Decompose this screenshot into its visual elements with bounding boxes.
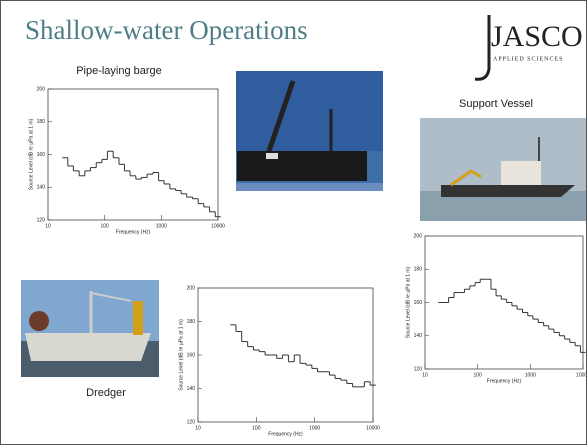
- y-tick-label: 120: [37, 217, 46, 223]
- x-tick-label: 10: [422, 372, 428, 378]
- photo-dredger: [21, 280, 159, 377]
- chart-title: Support Vessel: [459, 98, 533, 110]
- x-tick-label: 1000: [309, 425, 320, 431]
- y-tick-label: 120: [187, 419, 196, 425]
- x-tick-label: 10: [45, 223, 51, 229]
- y-axis-label: Source Level (dB re µPa at 1 m): [28, 118, 34, 190]
- y-tick-label: 160: [37, 152, 46, 158]
- logo: JASCO APPLIED SCIENCES: [474, 15, 583, 81]
- logo-subtext: APPLIED SCIENCES: [493, 56, 564, 62]
- y-tick-label: 140: [37, 185, 46, 191]
- y-tick-label: 140: [187, 386, 196, 392]
- photo-vessel: [420, 118, 586, 221]
- x-tick-label: 100: [100, 223, 109, 229]
- x-tick-label: 10000: [366, 425, 380, 431]
- y-tick-label: 180: [37, 119, 46, 125]
- x-axis-label: Frequency (Hz): [116, 229, 151, 235]
- chart-title: Pipe-laying barge: [76, 65, 162, 77]
- x-tick-label: 1000: [156, 223, 167, 229]
- y-tick-label: 140: [414, 333, 423, 339]
- logo-text: JASCO: [491, 20, 583, 53]
- x-tick-label: 100: [252, 425, 261, 431]
- y-tick-label: 180: [187, 319, 196, 325]
- x-axis-label: Frequency (Hz): [268, 431, 303, 437]
- x-tick-label: 100: [473, 372, 482, 378]
- y-axis-label: Source Level (dB re µPa at 1 m): [178, 319, 184, 391]
- y-tick-label: 200: [187, 285, 196, 291]
- y-tick-label: 200: [37, 86, 46, 92]
- y-tick-label: 120: [414, 366, 423, 372]
- slide-title: Shallow-water Operations: [25, 15, 308, 45]
- x-tick-label: 10000: [211, 223, 225, 229]
- chart-title: Dredger: [86, 387, 126, 399]
- x-tick-label: 10000: [576, 372, 586, 378]
- y-tick-label: 160: [187, 352, 196, 358]
- photo-barge: [236, 71, 383, 191]
- plot-frame: [47, 88, 219, 221]
- x-tick-label: 1000: [525, 372, 536, 378]
- x-axis-label: Frequency (Hz): [487, 378, 522, 384]
- y-tick-label: 180: [414, 267, 423, 273]
- y-tick-label: 200: [414, 233, 423, 239]
- x-tick-label: 10: [195, 425, 201, 431]
- y-axis-label: Source Level (dB re µPa at 1 m): [405, 266, 411, 338]
- y-tick-label: 160: [414, 300, 423, 306]
